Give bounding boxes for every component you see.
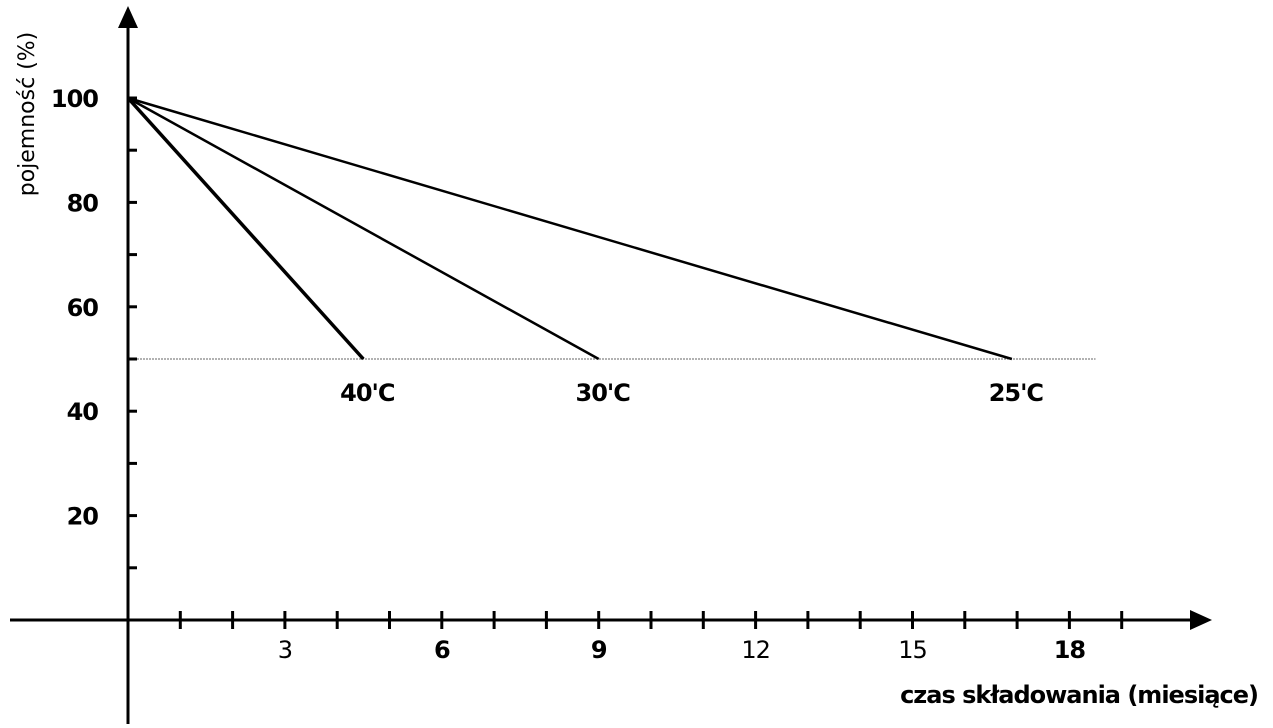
x-tick-label-9: 9 <box>591 636 607 664</box>
series-line-1 <box>126 96 365 361</box>
x-tick-label-3: 3 <box>278 636 292 664</box>
x-tick-label-6: 6 <box>434 636 450 664</box>
x-tick-label-12: 12 <box>741 636 770 664</box>
series-label-3: 25'C <box>989 379 1044 407</box>
y-axis-arrowhead <box>118 6 138 28</box>
labels-group: 3 6 9 12 15 18 100 80 60 40 20 40'C 30'C 25'C <box>51 85 1087 664</box>
x-axis-arrowhead <box>1190 610 1212 630</box>
y-tick-label-20: 20 <box>67 503 99 531</box>
y-tick-label-100: 100 <box>51 85 98 113</box>
series-label-2: 30'C <box>576 379 631 407</box>
y-axis-title: pojemność (%) <box>15 32 40 197</box>
x-tick-label-15: 15 <box>898 636 927 664</box>
series-label-1: 40'C <box>340 379 395 407</box>
y-tick-label-40: 40 <box>67 398 99 426</box>
series-line-2 <box>127 96 600 361</box>
y-tick-label-60: 60 <box>67 294 99 322</box>
series-line-3 <box>127 96 1013 361</box>
x-axis-title: czas składowania (miesiące) <box>900 681 1258 709</box>
y-tick-label-80: 80 <box>67 189 99 217</box>
x-tick-label-18: 18 <box>1054 636 1086 664</box>
series-group <box>126 96 1013 361</box>
axes-group <box>10 6 1212 724</box>
